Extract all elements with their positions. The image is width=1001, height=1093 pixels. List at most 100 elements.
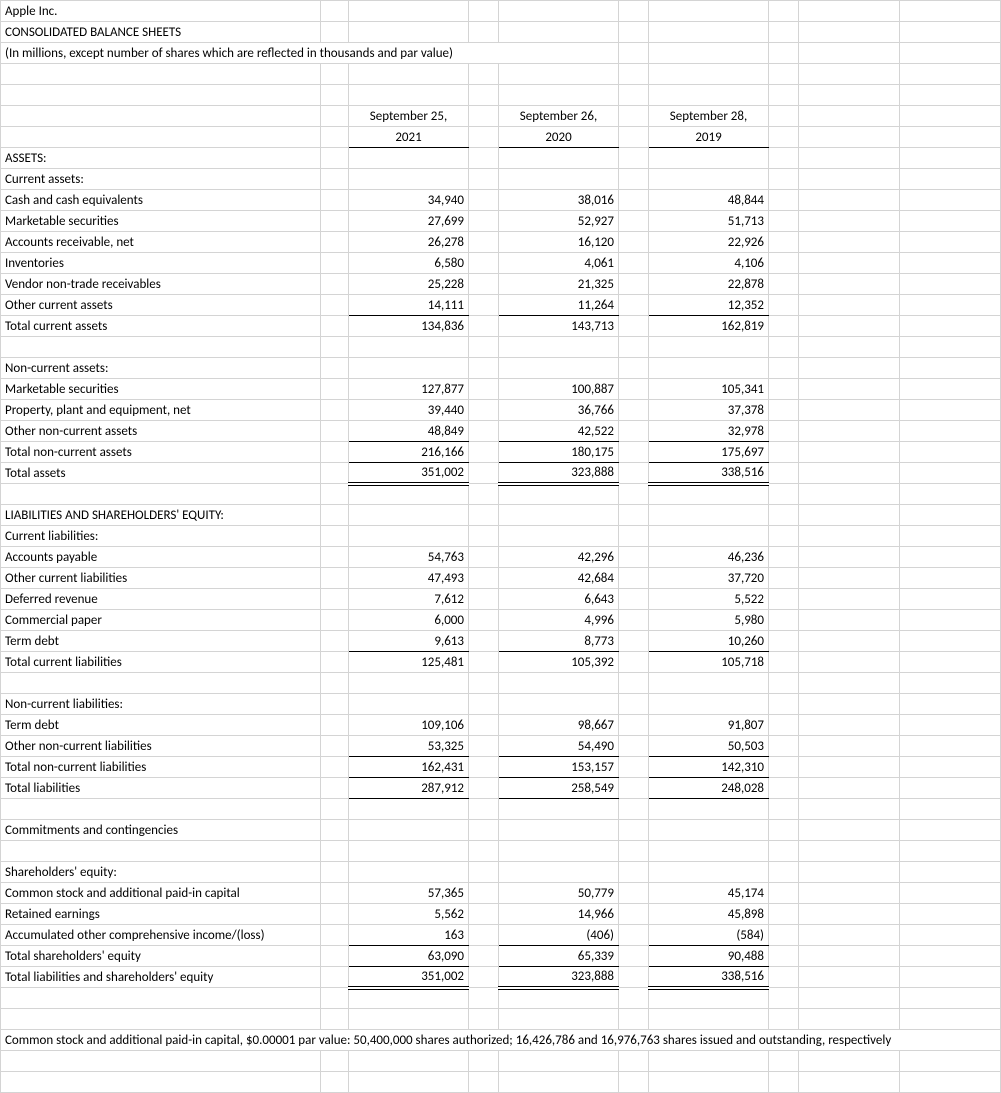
line-label: Other non-current assets bbox=[1, 421, 321, 442]
cell-value: 54,763 bbox=[349, 547, 469, 568]
commitments-label: Commitments and contingencies bbox=[1, 820, 321, 841]
line-label: Accounts payable bbox=[1, 547, 321, 568]
cell-value: 14,966 bbox=[499, 904, 619, 925]
header-company-row: Apple Inc. bbox=[1, 1, 1001, 22]
subtotal-label: Total current liabilities bbox=[1, 652, 321, 673]
cell-value: 351,002 bbox=[349, 463, 469, 484]
line-item: Marketable securities 27,699 52,927 51,7… bbox=[1, 211, 1001, 232]
cell-value: 98,667 bbox=[499, 715, 619, 736]
cell-value: 50,503 bbox=[649, 736, 769, 757]
line-item: Marketable securities 127,877 100,887 10… bbox=[1, 379, 1001, 400]
line-item: Other current liabilities 47,493 42,684 … bbox=[1, 568, 1001, 589]
cell-value: 47,493 bbox=[349, 568, 469, 589]
cell-value: 11,264 bbox=[499, 295, 619, 316]
cell-value: 54,490 bbox=[499, 736, 619, 757]
cell-value: 25,228 bbox=[349, 274, 469, 295]
cell-value: (406) bbox=[499, 925, 619, 946]
line-item: Term debt 109,106 98,667 91,807 bbox=[1, 715, 1001, 736]
cell-value: 42,522 bbox=[499, 421, 619, 442]
cell-value: 6,643 bbox=[499, 589, 619, 610]
liab-heading: LIABILITIES AND SHAREHOLDERS' EQUITY: bbox=[1, 505, 321, 526]
line-item: Vendor non-trade receivables 25,228 21,3… bbox=[1, 274, 1001, 295]
cell-value: 248,028 bbox=[649, 778, 769, 799]
line-label: Accumulated other comprehensive income/(… bbox=[1, 925, 321, 946]
cell-value: 48,844 bbox=[649, 190, 769, 211]
noncurrent-liab-heading: Non-current liabilities: bbox=[1, 694, 321, 715]
cell-value: 153,157 bbox=[499, 757, 619, 778]
line-label: Retained earnings bbox=[1, 904, 321, 925]
cell-value: 45,898 bbox=[649, 904, 769, 925]
cell-value: 125,481 bbox=[349, 652, 469, 673]
cell-value: 63,090 bbox=[349, 946, 469, 967]
cell-value: 100,887 bbox=[499, 379, 619, 400]
commitments-row: Commitments and contingencies bbox=[1, 820, 1001, 841]
table-body: Apple Inc. CONSOLIDATED BALANCE SHEETS (… bbox=[1, 1, 1001, 1093]
cell-value: 134,836 bbox=[349, 316, 469, 337]
line-item: Common stock and additional paid-in capi… bbox=[1, 883, 1001, 904]
cell-value: 163 bbox=[349, 925, 469, 946]
cell-value: 12,352 bbox=[649, 295, 769, 316]
cell-value: 53,325 bbox=[349, 736, 469, 757]
cell-value: 5,522 bbox=[649, 589, 769, 610]
sheet-subtitle: (In millions, except number of shares wh… bbox=[1, 43, 619, 64]
cell-value: 105,718 bbox=[649, 652, 769, 673]
line-item: Accounts payable 54,763 42,296 46,236 bbox=[1, 547, 1001, 568]
cell-value: 338,516 bbox=[649, 967, 769, 988]
liab-heading-row: LIABILITIES AND SHAREHOLDERS' EQUITY: bbox=[1, 505, 1001, 526]
cell-value: 162,431 bbox=[349, 757, 469, 778]
cell-value: 143,713 bbox=[499, 316, 619, 337]
cell-value: 46,236 bbox=[649, 547, 769, 568]
line-label: Term debt bbox=[1, 715, 321, 736]
footnote: Common stock and additional paid-in capi… bbox=[1, 1030, 1001, 1051]
cell-value: 9,613 bbox=[349, 631, 469, 652]
period-row-2: 2021 2020 2019 bbox=[1, 127, 1001, 148]
current-assets-heading: Current assets: bbox=[1, 169, 321, 190]
grand-total-label: Total assets bbox=[1, 463, 321, 484]
assets-heading: ASSETS: bbox=[1, 148, 321, 169]
cell-value: 175,697 bbox=[649, 442, 769, 463]
grand-total-row: Total assets 351,002 323,888 338,516 bbox=[1, 463, 1001, 484]
cell-value: 338,516 bbox=[649, 463, 769, 484]
cell-value: 22,926 bbox=[649, 232, 769, 253]
cell-value: 42,684 bbox=[499, 568, 619, 589]
line-item: Other current assets 14,111 11,264 12,35… bbox=[1, 295, 1001, 316]
cell-value: 216,166 bbox=[349, 442, 469, 463]
header-subtitle-row: (In millions, except number of shares wh… bbox=[1, 43, 1001, 64]
cell-value: 39,440 bbox=[349, 400, 469, 421]
line-label: Commercial paper bbox=[1, 610, 321, 631]
cell-value: 37,378 bbox=[649, 400, 769, 421]
subtotal-row: Total non-current liabilities 162,431 15… bbox=[1, 757, 1001, 778]
header-title-row: CONSOLIDATED BALANCE SHEETS bbox=[1, 22, 1001, 43]
cell-value: 4,996 bbox=[499, 610, 619, 631]
equity-heading-row: Shareholders' equity: bbox=[1, 862, 1001, 883]
line-label: Other current liabilities bbox=[1, 568, 321, 589]
cell-value: 109,106 bbox=[349, 715, 469, 736]
cell-value: 32,978 bbox=[649, 421, 769, 442]
line-label: Other current assets bbox=[1, 295, 321, 316]
cell-value: 8,773 bbox=[499, 631, 619, 652]
cell-value: 26,278 bbox=[349, 232, 469, 253]
cell-value: 351,002 bbox=[349, 967, 469, 988]
line-label: Accounts receivable, net bbox=[1, 232, 321, 253]
cell-value: 51,713 bbox=[649, 211, 769, 232]
line-item: Term debt 9,613 8,773 10,260 bbox=[1, 631, 1001, 652]
subtotal-label: Total non-current liabilities bbox=[1, 757, 321, 778]
line-label: Vendor non-trade receivables bbox=[1, 274, 321, 295]
cell-value: 34,940 bbox=[349, 190, 469, 211]
period-2-date: September 26, bbox=[499, 106, 619, 127]
line-label: Other non-current liabilities bbox=[1, 736, 321, 757]
cell-value: 38,016 bbox=[499, 190, 619, 211]
subtotal-row: Total shareholders' equity 63,090 65,339… bbox=[1, 946, 1001, 967]
cell-value: 90,488 bbox=[649, 946, 769, 967]
cell-value: 258,549 bbox=[499, 778, 619, 799]
subtotal-row: Total current assets 134,836 143,713 162… bbox=[1, 316, 1001, 337]
cell-value: 5,562 bbox=[349, 904, 469, 925]
line-item: Cash and cash equivalents 34,940 38,016 … bbox=[1, 190, 1001, 211]
cell-value: 105,392 bbox=[499, 652, 619, 673]
balance-sheet-table: Apple Inc. CONSOLIDATED BALANCE SHEETS (… bbox=[0, 0, 1001, 1093]
cell-value: 27,699 bbox=[349, 211, 469, 232]
cell-value: 42,296 bbox=[499, 547, 619, 568]
line-item: Deferred revenue 7,612 6,643 5,522 bbox=[1, 589, 1001, 610]
cell-value: 7,612 bbox=[349, 589, 469, 610]
line-label: Term debt bbox=[1, 631, 321, 652]
